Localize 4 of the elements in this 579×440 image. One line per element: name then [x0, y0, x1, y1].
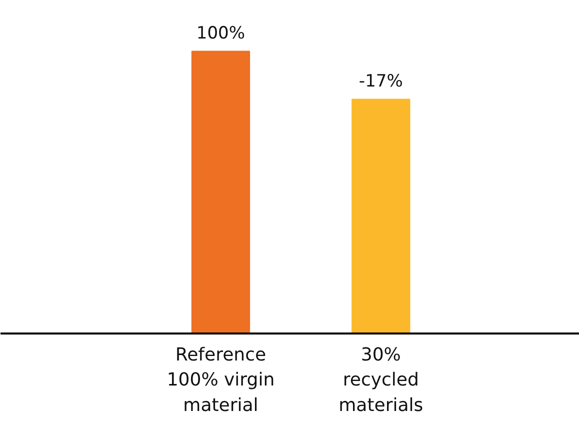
x-tick-label: Reference 100% virgin material	[166, 344, 275, 416]
annotation: -17%	[358, 71, 403, 92]
x-tick-label: 30% recycled materials	[338, 344, 424, 416]
data-label: 100%	[196, 23, 246, 44]
